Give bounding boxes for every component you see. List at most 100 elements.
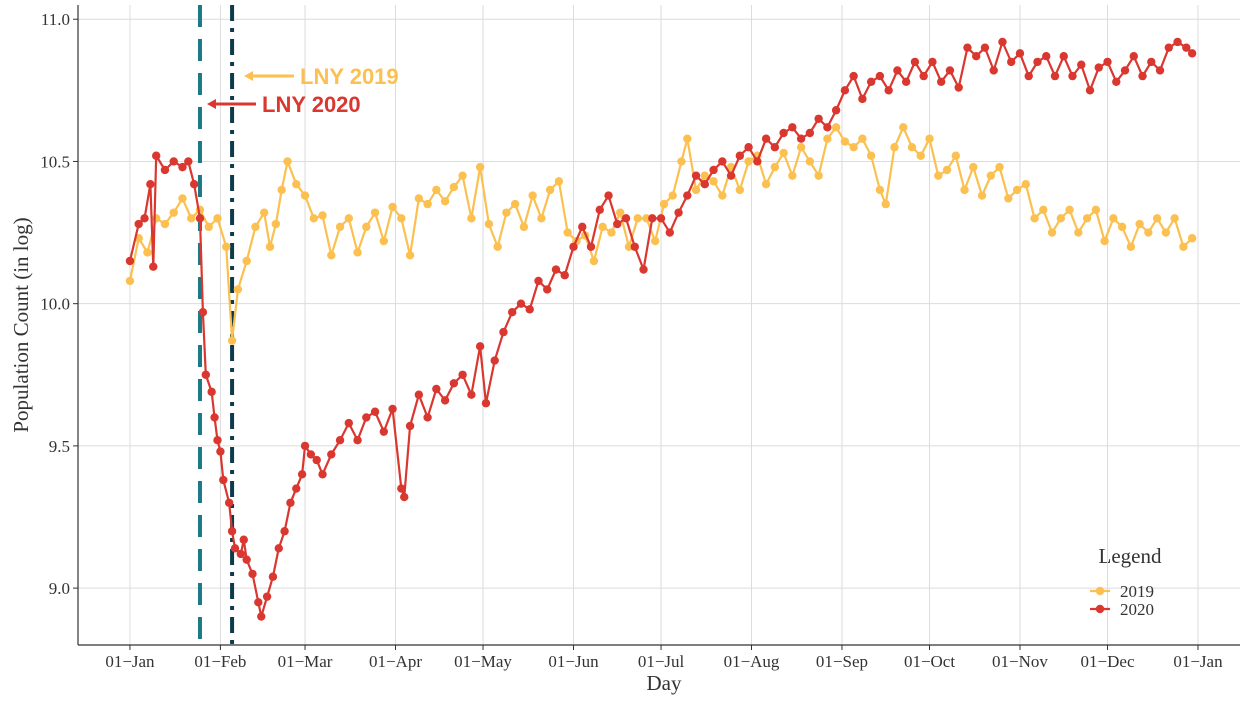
data-point (318, 211, 327, 220)
data-point (1021, 180, 1031, 189)
data-point (414, 194, 424, 203)
data-point (227, 527, 237, 536)
data-point (942, 165, 952, 175)
data-point (178, 194, 187, 203)
data-point (884, 86, 893, 95)
data-point (998, 37, 1007, 47)
data-point (761, 134, 771, 143)
data-point (440, 197, 450, 206)
data-point (613, 219, 622, 229)
data-point (796, 143, 806, 152)
data-point (184, 157, 193, 166)
data-point (160, 165, 170, 175)
data-point (849, 71, 858, 81)
legend-title: Legend (1099, 544, 1162, 568)
data-point (1050, 71, 1060, 81)
data-point (969, 162, 978, 172)
data-point (160, 219, 170, 229)
data-point (493, 242, 502, 251)
data-point (1042, 52, 1051, 61)
data-point (1033, 57, 1042, 67)
data-point (814, 171, 823, 180)
data-point (875, 71, 885, 81)
data-point (219, 475, 228, 485)
legend-swatch (1095, 586, 1105, 596)
data-point (149, 262, 158, 271)
data-point (858, 94, 867, 104)
x-tick-label: 01−Jan (1173, 652, 1223, 671)
data-point (683, 134, 692, 143)
x-axis-label: Day (647, 671, 682, 695)
x-tick-label: 01−Feb (194, 652, 246, 671)
data-point (814, 114, 823, 123)
data-point (1170, 214, 1179, 223)
data-point (1187, 49, 1197, 58)
data-point (954, 83, 963, 92)
data-point (595, 205, 604, 214)
data-point (1129, 52, 1138, 61)
data-point (1147, 57, 1156, 67)
data-point (683, 191, 692, 200)
data-point (327, 450, 336, 459)
data-point (674, 208, 683, 217)
data-point (735, 185, 745, 195)
data-point (986, 171, 995, 180)
data-point (560, 271, 569, 280)
data-point (283, 157, 292, 166)
data-point (718, 191, 727, 200)
data-point (928, 57, 937, 67)
data-point (901, 77, 911, 87)
data-point (274, 544, 283, 553)
y-tick-label: 11.0 (41, 10, 70, 29)
data-point (551, 265, 561, 274)
data-point (598, 222, 607, 232)
data-point (805, 128, 815, 138)
data-point (370, 407, 380, 416)
data-point (972, 52, 981, 61)
data-point (257, 612, 266, 621)
data-point (259, 208, 269, 217)
data-point (458, 171, 467, 180)
x-tick-label: 01−Mar (278, 652, 333, 671)
data-point (858, 134, 867, 143)
data-point (951, 151, 960, 160)
data-point (344, 214, 354, 223)
data-point (1109, 214, 1118, 223)
data-point (204, 222, 213, 232)
data-point (831, 123, 841, 132)
data-point (397, 214, 406, 223)
data-point (525, 305, 534, 314)
data-point (779, 128, 788, 138)
annotation: LNY 2020 (262, 92, 361, 117)
data-point (440, 396, 450, 405)
data-point (242, 256, 251, 266)
data-point (700, 171, 710, 180)
data-point (233, 285, 243, 294)
data-point (335, 222, 345, 232)
data-point (125, 276, 135, 286)
data-point (224, 498, 234, 507)
data-point (467, 390, 476, 399)
data-point (475, 342, 485, 351)
data-point (726, 171, 736, 180)
data-point (668, 191, 677, 200)
data-point (936, 77, 946, 87)
data-point (178, 162, 187, 172)
data-point (152, 214, 161, 223)
data-point (642, 214, 651, 223)
data-point (537, 214, 546, 223)
data-point (910, 57, 920, 67)
data-point (292, 484, 301, 493)
data-point (1103, 57, 1112, 67)
data-point (881, 199, 890, 209)
data-point (919, 71, 928, 81)
data-point (934, 171, 943, 180)
data-point (709, 165, 718, 175)
x-tick-label: 01−Jan (105, 652, 155, 671)
data-point (230, 544, 240, 553)
data-point (213, 436, 222, 445)
data-point (227, 336, 237, 345)
data-point (198, 308, 208, 317)
data-point (1056, 214, 1066, 223)
data-point (624, 242, 634, 251)
